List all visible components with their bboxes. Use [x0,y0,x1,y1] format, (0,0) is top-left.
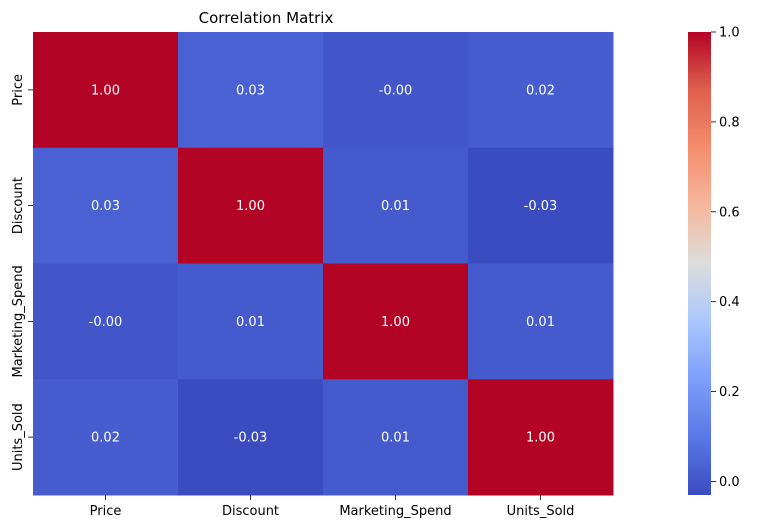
cell-value-label: 0.02 [91,431,120,446]
chart-title: Correlation Matrix [199,9,334,27]
heatmap-cell [178,263,324,380]
heatmap-cell [33,379,179,496]
heatmap-cell [33,32,179,149]
cell-value-label: 0.03 [236,83,265,98]
cell-value-label: 0.03 [91,199,120,214]
cell-value-label: -0.03 [524,199,558,214]
heatmap-cells [33,32,614,496]
heatmap-cell [323,32,469,149]
colorbar-tick-label: 0.0 [719,475,740,490]
colorbar-tick-label: 0.4 [719,295,740,310]
heatmap-cell [33,263,179,380]
colorbar-gradient [688,32,711,495]
heatmap-cell [323,147,469,264]
cell-value-label: -0.00 [379,83,413,98]
y-tick-label: Units_Sold [11,403,26,471]
cell-value-label: 1.00 [91,83,120,98]
y-tick-label: Discount [11,177,26,234]
cell-value-label: -0.03 [234,431,268,446]
cell-value-label: 0.01 [381,431,410,446]
cell-value-label: 1.00 [236,199,265,214]
y-axis: Price Discount Marketing_Spend Units_Sold [11,74,33,471]
x-tick-label: Marketing_Spend [339,504,451,519]
heatmap-cell [178,147,324,264]
heatmap-cell [468,147,614,264]
colorbar-tick-label: 1.0 [719,26,740,41]
heatmap-cell-labels: 1.00 0.03 -0.00 0.02 0.03 1.00 0.01 -0.03 -0.00 0… [89,83,558,445]
cell-value-label: 1.00 [381,315,410,330]
heatmap-cell [33,147,179,264]
colorbar: 0.0 0.2 0.4 0.6 0.8 1.0 [688,26,740,495]
y-tick-label: Price [11,74,26,106]
colorbar-tick-label: 0.6 [719,205,740,220]
x-tick-label: Units_Sold [507,504,575,519]
heatmap-cell [178,32,324,149]
cell-value-label: 0.01 [381,199,410,214]
heatmap-cell [468,263,614,380]
heatmap-cell [468,379,614,496]
heatmap-cell [178,379,324,496]
x-tick-label: Discount [222,504,279,519]
cell-value-label: -0.00 [89,315,123,330]
colorbar-tick-label: 0.8 [719,115,740,130]
y-tick-label: Marketing_Spend [11,265,26,377]
cell-value-label: 0.01 [526,315,555,330]
cell-value-label: 0.02 [526,83,555,98]
cell-value-label: 0.01 [236,315,265,330]
cell-value-label: 1.00 [526,431,555,446]
heatmap-cell [468,32,614,149]
heatmap-cell [323,379,469,496]
x-tick-label: Price [90,504,122,519]
colorbar-tick-label: 0.2 [719,385,740,400]
x-axis: Price Discount Marketing_Spend Units_Sold [90,495,575,519]
heatmap-cell [323,263,469,380]
